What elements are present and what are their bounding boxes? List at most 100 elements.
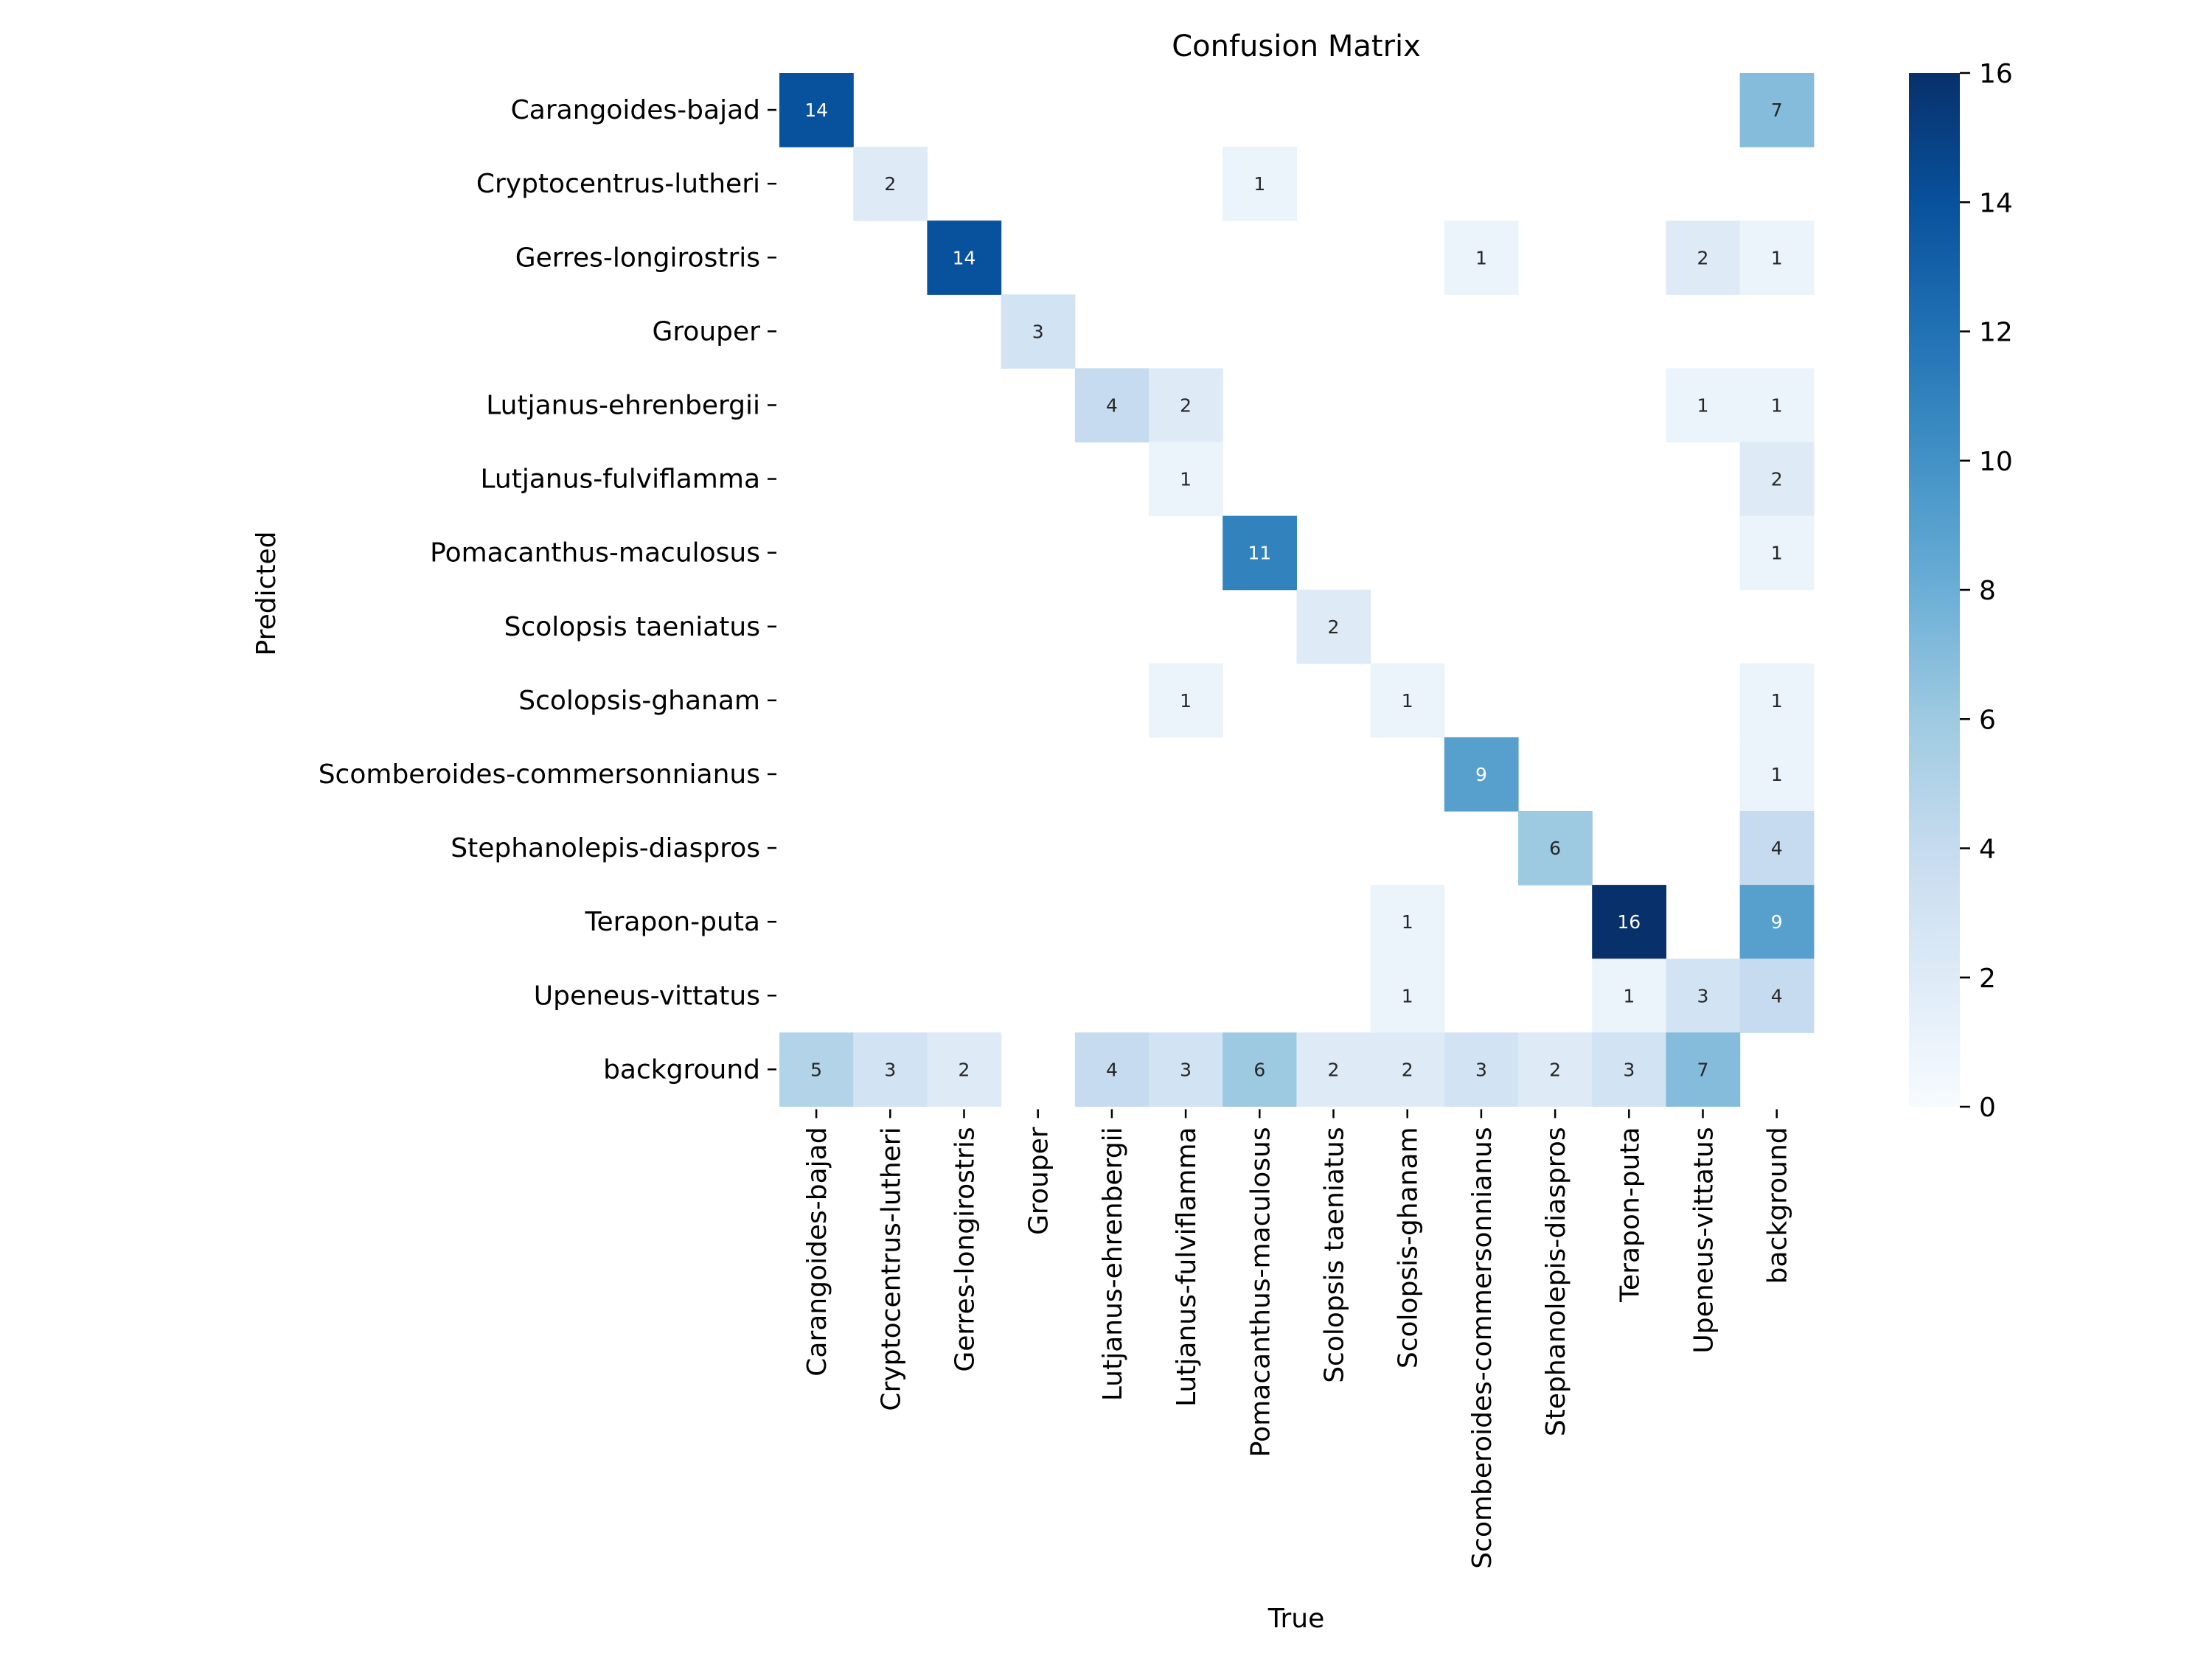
cell-value-label: 2 <box>1771 469 1783 490</box>
x-tick-label: Lutjanus-ehrenbergii <box>1098 1127 1128 1401</box>
heatmap-cell <box>1149 442 1223 517</box>
colorbar-tick-label: 14 <box>1979 188 2013 218</box>
heatmap-cells: 14 72 114 1 2 134 2 1 11 211 121 1 19 16 41 16 91 1 3 45 3 2 4… <box>779 73 1815 1107</box>
y-tick-label: Stephanolepis-diaspros <box>451 833 760 863</box>
cell-value-label: 2 <box>1180 394 1192 416</box>
heatmap-cell <box>779 1032 854 1107</box>
y-tick-label: Terapon-puta <box>585 907 760 937</box>
heatmap-cell <box>1370 885 1445 959</box>
x-tick-label: Carangoides-bajad <box>802 1127 832 1376</box>
heatmap-cell <box>1518 811 1593 886</box>
heatmap-cell <box>1739 959 1815 1033</box>
heatmap-cell <box>1739 515 1815 591</box>
heatmap-cell <box>1739 737 1815 812</box>
cell-value-label: 6 <box>1549 838 1561 859</box>
cell-value-label: 1 <box>1253 173 1265 195</box>
x-tick-label: background <box>1763 1127 1793 1284</box>
y-tick-label: Pomacanthus-maculosus <box>430 538 760 568</box>
colorbar-tick-label: 6 <box>1979 705 1996 735</box>
cell-value-label: 3 <box>1697 985 1709 1006</box>
heatmap-cell <box>1222 515 1297 591</box>
cell-value-label: 1 <box>1180 690 1192 712</box>
cell-value-label: 4 <box>1106 394 1118 416</box>
heatmap-cell <box>1296 589 1371 664</box>
colorbar-tick-label: 16 <box>1979 59 2013 89</box>
cell-value-label: 1 <box>1771 543 1783 564</box>
cell-value-label: 1 <box>1771 394 1783 416</box>
x-tick-label: Scolopsis taeniatus <box>1320 1127 1350 1382</box>
heatmap-cell <box>1149 368 1223 443</box>
cell-value-label: 4 <box>1771 838 1783 859</box>
heatmap-cell <box>927 220 1002 295</box>
x-tick-label: Scomberoides-commersonnianus <box>1467 1127 1498 1568</box>
x-tick-label: Lutjanus-fulviflamma <box>1172 1127 1202 1407</box>
y-tick-label: Upeneus-vittatus <box>534 981 760 1011</box>
heatmap-cell <box>1592 885 1666 959</box>
cell-value-label: 3 <box>1623 1059 1635 1080</box>
x-tick-label: Upeneus-vittatus <box>1689 1127 1719 1353</box>
heatmap-cell <box>779 73 854 147</box>
heatmap-cell <box>1739 368 1815 443</box>
cell-value-label: 1 <box>1771 247 1783 268</box>
cell-value-label: 2 <box>1328 1059 1340 1080</box>
cell-value-label: 7 <box>1697 1059 1709 1080</box>
x-tick-label: Scolopsis-ghanam <box>1394 1127 1424 1368</box>
cell-value-label: 2 <box>1328 616 1340 638</box>
heatmap-cell <box>853 1032 928 1107</box>
cell-value-label: 6 <box>1253 1059 1265 1080</box>
heatmap-cell <box>1666 959 1741 1033</box>
cell-value-label: 2 <box>1697 247 1709 268</box>
cell-value-label: 1 <box>1402 690 1413 712</box>
cell-value-label: 1 <box>1402 985 1413 1006</box>
heatmap-cell <box>1074 1032 1150 1107</box>
heatmap-cell <box>1739 811 1815 886</box>
heatmap-cell <box>1149 1032 1223 1107</box>
heatmap-cell <box>1666 220 1741 295</box>
heatmap-cell <box>1222 147 1297 221</box>
cell-value-label: 3 <box>1032 321 1044 342</box>
cell-value-label: 9 <box>1475 764 1487 785</box>
heatmap-cell <box>1296 1032 1371 1107</box>
heatmap-cell <box>1666 368 1741 443</box>
x-tick-label: Cryptocentrus-lutheri <box>876 1127 906 1411</box>
heatmap-cell <box>1739 73 1815 147</box>
cell-value-label: 16 <box>1617 911 1641 933</box>
heatmap-cell <box>1149 663 1223 738</box>
cell-value-label: 1 <box>1771 764 1783 785</box>
y-tick-label: Gerres-longirostris <box>515 243 760 273</box>
x-axis-label: True <box>1267 1604 1324 1634</box>
y-tick-label: Carangoides-bajad <box>511 95 760 125</box>
cell-value-label: 1 <box>1697 394 1709 416</box>
x-tick-label: Terapon-puta <box>1615 1127 1645 1302</box>
cell-value-label: 3 <box>884 1059 896 1080</box>
heatmap-cell <box>1222 1032 1297 1107</box>
y-tick-label: Lutjanus-fulviflamma <box>480 465 760 495</box>
heatmap-cell <box>1444 737 1519 812</box>
cell-value-label: 2 <box>959 1059 970 1080</box>
cell-value-label: 4 <box>1106 1059 1118 1080</box>
cell-value-label: 3 <box>1475 1059 1487 1080</box>
colorbar-tick-label: 2 <box>1979 964 1996 994</box>
cell-value-label: 5 <box>810 1059 822 1080</box>
cell-value-label: 9 <box>1771 911 1783 933</box>
heatmap-cell <box>1074 368 1150 443</box>
y-tick-label: background <box>603 1054 760 1085</box>
colorbar-ticks: 0 2 4 6 8 10 12 14 16 <box>1960 59 2013 1123</box>
heatmap-cell <box>1739 885 1815 959</box>
heatmap-cell <box>1001 294 1076 369</box>
cell-value-label: 3 <box>1180 1059 1192 1080</box>
y-tick-label: Scolopsis-ghanam <box>518 686 760 716</box>
cell-value-label: 1 <box>1475 247 1487 268</box>
heatmap-cell <box>1739 220 1815 295</box>
heatmap-cell <box>1370 1032 1445 1107</box>
cell-value-label: 4 <box>1771 985 1783 1006</box>
heatmap-cell <box>1739 442 1815 517</box>
cell-value-label: 1 <box>1771 690 1783 712</box>
cell-value-label: 1 <box>1180 469 1192 490</box>
heatmap-cell <box>1370 663 1445 738</box>
colorbar-tick-label: 4 <box>1979 835 1996 865</box>
cell-value-label: 2 <box>884 173 896 195</box>
cell-value-label: 14 <box>804 100 828 121</box>
x-tick-label: Gerres-longirostris <box>950 1127 981 1371</box>
heatmap-cell <box>1592 1032 1666 1107</box>
